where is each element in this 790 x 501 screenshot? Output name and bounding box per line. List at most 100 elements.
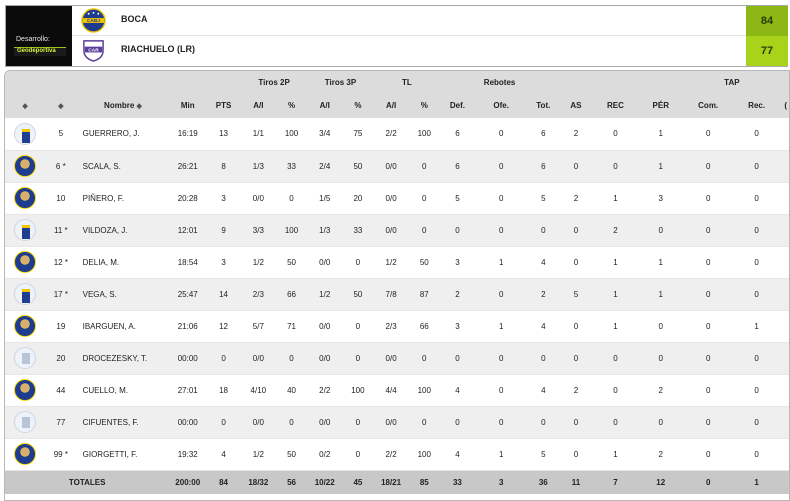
stat-tl-pct: 0	[408, 342, 441, 375]
player-name[interactable]: CUELLO, M.	[76, 374, 170, 407]
stat-min: 00:00	[169, 342, 207, 375]
sort-avatar-header[interactable]: ◆	[5, 93, 46, 118]
stat-def: 4	[440, 374, 475, 407]
table-row[interactable]: 77 CIFUENTES, F. 00:00 0 0/0 0 0/0 0 0/0 0 0 0 0 0 0 0 0…	[5, 406, 789, 439]
stat-min: 19:32	[169, 438, 207, 471]
stat-tl-ai: 0/0	[373, 342, 409, 375]
stat-tot: 6	[527, 150, 560, 183]
stat-2p-pct: 0	[275, 342, 308, 375]
totals-tl-ai: 18/21	[373, 470, 409, 494]
player-name[interactable]: DELIA, M.	[76, 246, 170, 279]
header-tot[interactable]: Tot.	[527, 93, 560, 118]
stat-2p-pct: 40	[275, 374, 308, 407]
stat-2p-pct: 0	[275, 182, 308, 215]
stat-2p-ai: 5/7	[240, 310, 276, 343]
stat-extra	[780, 150, 789, 183]
sponsor-logo[interactable]: Geodeportiva	[14, 47, 66, 56]
header-per[interactable]: PÉR	[638, 93, 684, 118]
stat-min: 21:06	[169, 310, 207, 343]
stat-2p-pct: 100	[275, 118, 308, 151]
stat-tot: 0	[527, 214, 560, 247]
table-row[interactable]: 10 PIÑERO, F. 20:28 3 0/0 0 1/5 20 0/0 0 5 0 5 2 1 3 0 0	[5, 182, 789, 215]
stat-as: 2	[559, 374, 593, 407]
player-name[interactable]: DROCEZESKY, T.	[76, 342, 170, 375]
header-min[interactable]: Min	[169, 93, 207, 118]
stat-pts: 18	[206, 374, 241, 407]
totals-row: TOTALES 200:00 84 18/32 56 10/22 45 18/2…	[5, 470, 789, 494]
table-row[interactable]: 44 CUELLO, M. 27:01 18 4/10 40 2/2 100 4/4 100 4 0 4…	[5, 374, 789, 407]
stat-tl-ai: 0/0	[373, 406, 409, 439]
stat-tot: 2	[527, 278, 560, 311]
table-row[interactable]: 17 * VEGA, S. 25:47 14 2/3 66 1/2 50 7/8 87 2 0 2 5 1 1…	[5, 278, 789, 311]
stat-rec: 0	[592, 118, 639, 151]
player-number: 6 *	[45, 150, 77, 183]
stat-3p-ai: 0/0	[307, 342, 343, 375]
header-3p-ai[interactable]: A/I	[307, 93, 343, 118]
stat-tl-ai: 2/2	[373, 118, 409, 151]
stat-rec-tap: 0	[732, 374, 781, 407]
stat-pts: 12	[206, 310, 241, 343]
player-avatar	[14, 315, 37, 337]
totals-2p-ai: 18/32	[240, 470, 276, 494]
stat-rec-tap: 0	[732, 118, 781, 151]
player-number: 44	[45, 374, 77, 407]
player-name[interactable]: SCALA, S.	[76, 150, 170, 183]
stat-tot: 4	[527, 310, 560, 343]
totals-3p-ai: 10/22	[307, 470, 343, 494]
table-row[interactable]: 12 * DELIA, M. 18:54 3 1/2 50 0/0 0 1/2 50 3 1 4 0 1 1 0…	[5, 246, 789, 279]
header-2p-ai[interactable]: A/I	[240, 93, 276, 118]
header-ofe[interactable]: Ofe.	[474, 93, 528, 118]
player-name[interactable]: IBARGUEN, A.	[76, 310, 170, 343]
header-rec-tap[interactable]: Rec.	[732, 93, 781, 118]
stat-tl-pct: 100	[408, 118, 441, 151]
header-as[interactable]: AS	[559, 93, 593, 118]
stat-3p-pct: 33	[342, 214, 374, 247]
table-row[interactable]: 6 * SCALA, S. 26:21 8 1/3 33 2/4 50 0/0 0 6 0 6 0 0 1 0 0	[5, 150, 789, 183]
table-row[interactable]: 11 * VILDOZA, J. 12:01 9 3/3 100 1/3 33 0/0 0 0 0 0 0…	[5, 214, 789, 247]
player-number: 5	[45, 118, 77, 151]
header-2p-pct[interactable]: %	[275, 93, 308, 118]
stat-rec: 1	[592, 246, 639, 279]
totals-rec: 7	[592, 470, 639, 494]
stat-ofe: 0	[474, 406, 528, 439]
stat-2p-pct: 0	[275, 406, 308, 439]
stat-2p-ai: 1/2	[240, 246, 276, 279]
header-def[interactable]: Def.	[440, 93, 475, 118]
stat-rec-tap: 0	[732, 342, 781, 375]
player-name[interactable]: PIÑERO, F.	[76, 182, 170, 215]
header-tl-pct[interactable]: %	[408, 93, 441, 118]
sort-number-header[interactable]: ◆	[45, 93, 77, 118]
player-avatar	[14, 187, 37, 209]
stat-3p-ai: 2/2	[307, 374, 343, 407]
player-avatar-cell	[5, 246, 46, 279]
stat-def: 6	[440, 118, 475, 151]
table-row[interactable]: 20 DROCEZESKY, T. 00:00 0 0/0 0 0/0 0 0/0 0 0 0 0 0 0 0…	[5, 342, 789, 375]
player-name[interactable]: VILDOZA, J.	[76, 214, 170, 247]
table-row[interactable]: 99 * GIORGETTI, F. 19:32 4 1/2 50 0/2 0 2/2 100 4 1…	[5, 438, 789, 471]
header-rec[interactable]: REC	[592, 93, 639, 118]
stat-3p-pct: 75	[342, 118, 374, 151]
header-pts[interactable]: PTS	[206, 93, 241, 118]
header-nombre[interactable]: Nombre ◆	[76, 93, 170, 118]
player-number: 77	[45, 406, 77, 439]
stat-tl-pct: 100	[408, 374, 441, 407]
stat-3p-pct: 20	[342, 182, 374, 215]
player-name[interactable]: GUERRERO, J.	[76, 118, 170, 151]
totals-ofe: 3	[474, 470, 528, 494]
stat-per: 1	[638, 278, 684, 311]
stat-tl-pct: 66	[408, 310, 441, 343]
stat-tot: 0	[527, 406, 560, 439]
header-3p-pct[interactable]: %	[342, 93, 374, 118]
table-row[interactable]: 19 IBARGUEN, A. 21:06 12 5/7 71 0/0 0 2/3 66 3 1 4 0 1…	[5, 310, 789, 343]
header-tl-ai[interactable]: A/I	[373, 93, 409, 118]
table-row[interactable]: 5 GUERRERO, J. 16:19 13 1/1 100 3/4 75 2/2 100 6 0 6…	[5, 118, 789, 151]
stat-pts: 8	[206, 150, 241, 183]
stat-tl-pct: 0	[408, 406, 441, 439]
stat-3p-ai: 2/4	[307, 150, 343, 183]
stat-def: 2	[440, 278, 475, 311]
player-name[interactable]: VEGA, S.	[76, 278, 170, 311]
header-com[interactable]: Com.	[683, 93, 733, 118]
player-name[interactable]: CIFUENTES, F.	[76, 406, 170, 439]
player-name[interactable]: GIORGETTI, F.	[76, 438, 170, 471]
stat-as: 2	[559, 118, 593, 151]
